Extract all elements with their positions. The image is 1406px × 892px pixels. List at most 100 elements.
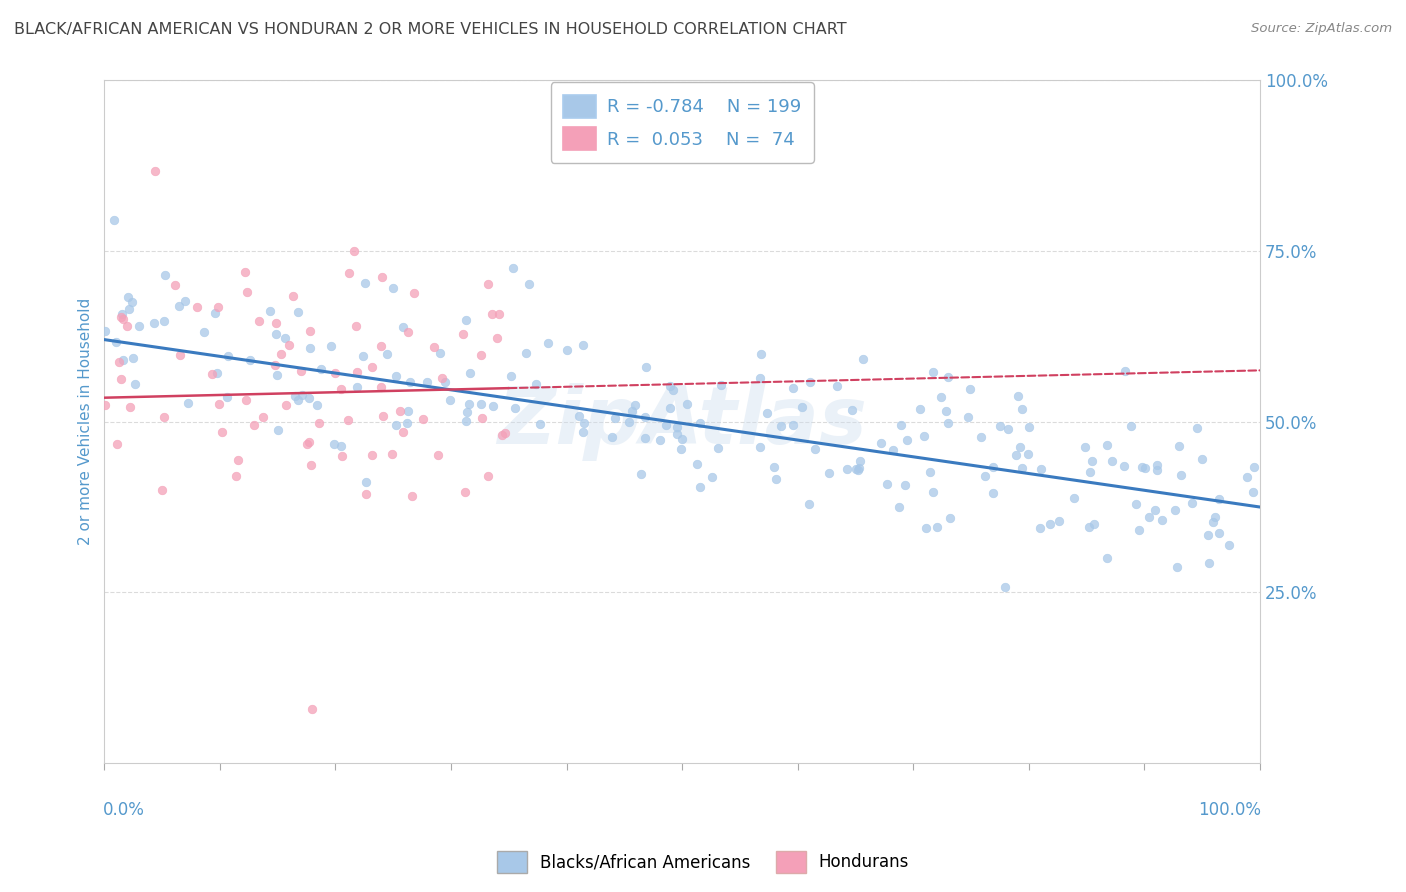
Point [1101,453,1123,467]
Point [624,398,647,412]
Point [412,412,434,426]
Point [1074,441,1097,455]
Point [994,580,1017,594]
Point [974,469,997,483]
Point [918,465,941,479]
Point [1047,514,1070,528]
Point [370,379,392,393]
Point [299,458,322,472]
Point [346,365,368,379]
Point [145,163,167,178]
Point [205,366,228,380]
Point [1164,503,1187,517]
Point [153,268,176,282]
Point [981,460,1004,475]
Point [648,433,671,447]
Point [471,411,494,425]
Point [655,418,678,433]
Point [93,324,115,338]
Point [689,416,711,430]
Point [485,330,508,344]
Point [291,388,314,402]
Point [208,397,231,411]
Point [453,326,475,341]
Point [1208,491,1230,506]
Point [211,425,233,439]
Point [665,420,688,434]
Point [122,351,145,365]
Point [1241,484,1264,499]
Point [938,510,960,524]
Point [709,378,731,392]
Point [1170,467,1192,482]
Point [686,457,709,471]
Point [665,427,688,442]
Point [226,452,249,467]
Point [661,383,683,397]
Point [105,437,128,451]
Point [454,313,477,327]
Point [825,378,848,392]
Point [128,319,150,334]
Point [235,392,257,407]
Point [1181,496,1204,510]
Text: BLACK/AFRICAN AMERICAN VS HONDURAN 2 OR MORE VEHICLES IN HOUSEHOLD CORRELATION C: BLACK/AFRICAN AMERICAN VS HONDURAN 2 OR … [14,22,846,37]
Point [225,468,247,483]
Point [186,300,208,314]
Point [1167,439,1189,453]
Point [1218,538,1240,552]
Point [337,267,360,281]
Point [1029,521,1052,535]
Point [298,391,321,405]
Point [927,520,949,534]
Point [392,425,415,439]
Point [1137,509,1160,524]
Point [537,335,560,350]
Point [311,362,333,376]
Point [252,409,274,424]
Point [617,416,640,430]
Point [263,359,285,373]
Point [287,304,309,318]
Point [454,485,477,500]
Point [782,381,804,395]
Point [621,404,644,418]
Point [392,320,415,334]
Point [236,285,259,300]
Point [382,281,405,295]
Point [605,410,627,425]
Point [671,432,693,446]
Point [841,403,863,417]
Point [936,369,959,384]
Point [1063,491,1085,506]
Point [432,371,454,385]
Point [935,404,957,418]
Point [142,316,165,330]
Point [707,441,730,455]
Point [94,398,117,412]
Point [470,397,492,411]
Point [470,348,492,362]
Point [323,366,346,380]
Point [354,475,377,489]
Point [1080,453,1102,467]
Point [488,307,510,321]
Point [1166,559,1188,574]
Point [177,395,200,409]
Point [529,417,551,432]
Point [1208,525,1230,540]
Point [433,375,456,389]
Point [524,377,547,392]
Point [270,347,292,361]
Text: 100.0%: 100.0% [1198,801,1261,819]
Point [602,430,624,444]
Point [416,375,439,389]
Point [988,418,1011,433]
Point [1017,447,1039,461]
Point [765,472,787,486]
Point [1114,459,1136,474]
Point [896,433,918,447]
Point [1125,497,1147,511]
Point [749,346,772,360]
Point [936,417,959,431]
